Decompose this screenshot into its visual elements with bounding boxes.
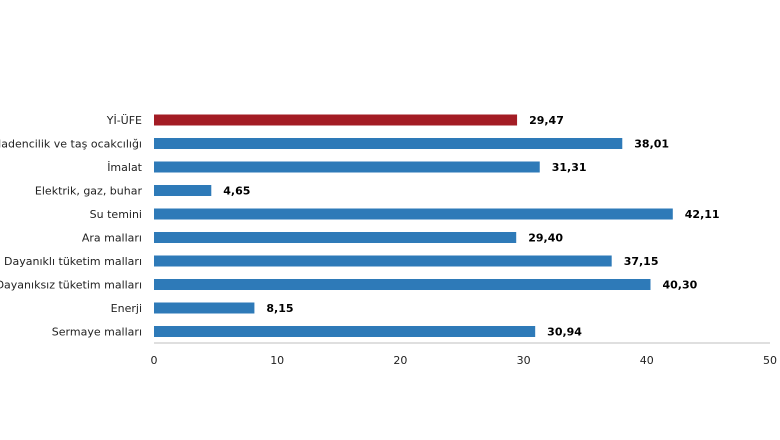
bar <box>154 302 255 314</box>
bars-group: Yİ-ÜFE 29,47 Madencilik ve taş ocakcılığı 3… <box>0 114 720 339</box>
x-tick-label: 0 <box>151 354 158 367</box>
category-label: Elektrik, gaz, buhar <box>35 185 143 198</box>
bar <box>154 185 212 196</box>
x-tick-label: 40 <box>640 354 654 367</box>
data-label: 4,65 <box>223 185 250 198</box>
category-label: Yİ-ÜFE <box>106 114 142 127</box>
data-label: 42,11 <box>685 208 720 221</box>
bar <box>154 326 536 337</box>
x-axis-ticks: 0 10 20 30 40 50 <box>151 354 778 367</box>
data-label: 30,94 <box>547 326 582 339</box>
bar <box>154 161 540 173</box>
bar <box>154 232 517 243</box>
category-label: Su temini <box>90 208 142 221</box>
data-label: 40,30 <box>662 279 697 292</box>
x-tick-label: 10 <box>270 354 284 367</box>
category-label: Sermaye malları <box>52 326 142 339</box>
category-label: İmalat <box>107 161 142 174</box>
bar <box>154 138 623 149</box>
bar <box>154 208 673 220</box>
category-label: Madencilik ve taş ocakcılığı <box>0 138 142 151</box>
bar <box>154 255 612 267</box>
data-label: 38,01 <box>634 138 669 151</box>
data-label: 29,47 <box>529 114 564 127</box>
category-label: Enerji <box>111 302 142 315</box>
x-tick-label: 30 <box>517 354 531 367</box>
data-label: 37,15 <box>624 255 659 268</box>
data-label: 29,40 <box>528 232 563 245</box>
category-label: Dayanıksız tüketim malları <box>0 279 142 292</box>
bar <box>154 279 651 290</box>
x-tick-label: 50 <box>763 354 777 367</box>
bar <box>154 114 518 126</box>
category-label: Ara malları <box>82 232 142 245</box>
data-label: 31,31 <box>552 161 587 174</box>
category-label: Dayanıklı tüketim malları <box>4 255 142 268</box>
data-label: 8,15 <box>266 302 293 315</box>
x-tick-label: 20 <box>393 354 407 367</box>
